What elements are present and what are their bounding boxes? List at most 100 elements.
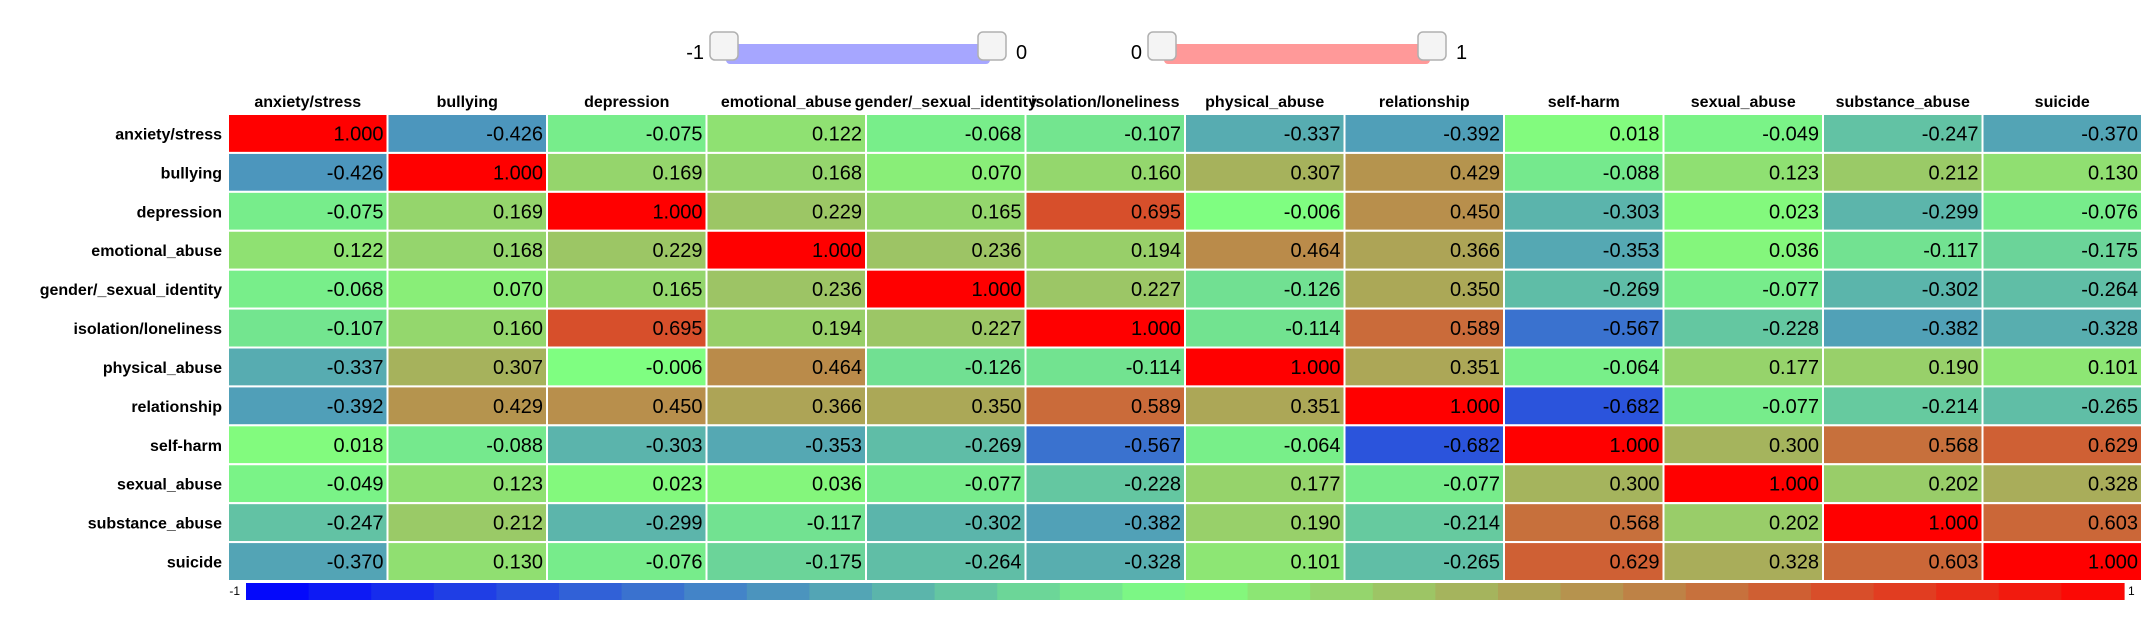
heatmap-cell[interactable] — [1503, 346, 1665, 388]
heatmap-cell[interactable] — [1184, 502, 1346, 544]
negative-range-slider-track[interactable] — [726, 44, 990, 64]
heatmap-cell[interactable] — [1662, 541, 1824, 582]
heatmap-cell[interactable] — [1184, 268, 1346, 310]
heatmap-cell[interactable] — [386, 113, 548, 154]
heatmap-cell[interactable] — [1822, 229, 1984, 271]
heatmap-cell[interactable] — [386, 151, 548, 193]
heatmap-cell[interactable] — [1024, 502, 1186, 544]
heatmap-cell[interactable] — [1024, 113, 1186, 154]
heatmap-cell[interactable] — [1822, 385, 1984, 427]
heatmap-cell[interactable] — [705, 307, 867, 349]
heatmap-cell[interactable] — [1184, 151, 1346, 193]
heatmap-cell[interactable] — [1981, 190, 2143, 232]
heatmap-cell[interactable] — [705, 346, 867, 388]
heatmap-cell[interactable] — [386, 502, 548, 544]
positive-range-slider-max-label: 1 — [1456, 42, 1467, 64]
heatmap-cell[interactable] — [227, 307, 389, 349]
heatmap-cell[interactable] — [865, 190, 1027, 232]
heatmap-cell[interactable] — [1822, 502, 1984, 544]
heatmap-cell[interactable] — [1981, 463, 2143, 505]
heatmap-cell[interactable] — [1822, 151, 1984, 193]
heatmap-cell[interactable] — [1503, 229, 1665, 271]
heatmap-cell[interactable] — [865, 541, 1027, 582]
heatmap-cell[interactable] — [1343, 151, 1505, 193]
positive-range-slider-min-handle[interactable] — [1147, 31, 1177, 61]
heatmap-cell[interactable] — [1024, 541, 1186, 582]
positive-range-slider-track[interactable] — [1164, 44, 1430, 64]
heatmap-cell[interactable] — [386, 424, 548, 466]
positive-range-slider-max-handle[interactable] — [1417, 31, 1447, 61]
heatmap-cell[interactable] — [546, 424, 708, 466]
heatmap-cell[interactable] — [1184, 385, 1346, 427]
heatmap-cell[interactable] — [1981, 385, 2143, 427]
heatmap-cell[interactable] — [1981, 151, 2143, 193]
heatmap-cell[interactable] — [865, 346, 1027, 388]
heatmap-cell[interactable] — [1024, 268, 1186, 310]
heatmap-cell[interactable] — [1024, 424, 1186, 466]
heatmap-cell[interactable] — [1981, 541, 2143, 582]
heatmap-cell[interactable] — [1343, 268, 1505, 310]
heatmap-cell[interactable] — [1981, 502, 2143, 544]
heatmap-cell[interactable] — [1024, 229, 1186, 271]
heatmap-cell[interactable] — [227, 113, 389, 154]
heatmap-cell[interactable] — [1184, 463, 1346, 505]
heatmap-cell[interactable] — [1822, 268, 1984, 310]
cell-value-label: -0.299 — [1922, 201, 1979, 223]
heatmap-cell[interactable] — [1662, 151, 1824, 193]
y-tick-label: suicide — [167, 555, 222, 572]
heatmap-cell[interactable] — [1981, 424, 2143, 466]
heatmap-cell[interactable] — [1981, 307, 2143, 349]
heatmap-cell[interactable] — [227, 424, 389, 466]
cell-value-label: -0.247 — [327, 513, 384, 535]
heatmap-cell[interactable] — [1503, 307, 1665, 349]
cell-value-label: -0.077 — [1762, 396, 1819, 418]
heatmap-cell[interactable] — [386, 541, 548, 582]
heatmap-cell[interactable] — [1184, 346, 1346, 388]
heatmap-cell[interactable] — [227, 385, 389, 427]
heatmap-cell[interactable] — [1184, 541, 1346, 582]
heatmap-cell[interactable] — [1343, 463, 1505, 505]
cell-value-label: 0.169 — [493, 201, 543, 223]
heatmap-cell[interactable] — [1662, 229, 1824, 271]
heatmap-cell[interactable] — [1184, 190, 1346, 232]
heatmap-cell[interactable] — [386, 463, 548, 505]
heatmap-cell[interactable] — [1662, 113, 1824, 154]
heatmap-cell[interactable] — [546, 346, 708, 388]
heatmap-cell[interactable] — [1024, 307, 1186, 349]
heatmap-cell[interactable] — [1503, 151, 1665, 193]
heatmap-cell[interactable] — [546, 502, 708, 544]
heatmap-cell[interactable] — [1981, 229, 2143, 271]
heatmap-cell[interactable] — [1343, 424, 1505, 466]
heatmap-cell[interactable] — [227, 346, 389, 388]
cell-value-label: 0.450 — [652, 396, 702, 418]
negative-range-slider-max-handle[interactable] — [977, 31, 1007, 61]
heatmap-cell[interactable] — [546, 268, 708, 310]
heatmap-cell[interactable] — [1343, 113, 1505, 154]
heatmap-cell[interactable] — [1024, 346, 1186, 388]
heatmap-cell[interactable] — [1184, 307, 1346, 349]
heatmap-cell[interactable] — [1822, 541, 1984, 582]
heatmap-cell[interactable] — [1662, 346, 1824, 388]
heatmap-cell[interactable] — [227, 229, 389, 271]
heatmap-cell[interactable] — [1343, 502, 1505, 544]
heatmap-cell[interactable] — [1503, 424, 1665, 466]
heatmap-cell[interactable] — [386, 268, 548, 310]
colorbar-segment — [1748, 583, 1812, 600]
heatmap-cell[interactable] — [227, 502, 389, 544]
heatmap-cell[interactable] — [546, 190, 708, 232]
heatmap-cell[interactable] — [1343, 307, 1505, 349]
heatmap-cell[interactable] — [705, 385, 867, 427]
negative-range-slider-min-handle[interactable] — [709, 31, 739, 61]
heatmap-cell[interactable] — [386, 346, 548, 388]
heatmap-cell[interactable] — [1981, 113, 2143, 154]
heatmap-cell[interactable] — [1503, 502, 1665, 544]
heatmap-cell[interactable] — [865, 268, 1027, 310]
heatmap-cell[interactable] — [1981, 346, 2143, 388]
heatmap-cell[interactable] — [705, 151, 867, 193]
heatmap-cell[interactable] — [865, 151, 1027, 193]
heatmap-cell[interactable] — [865, 385, 1027, 427]
heatmap-cell[interactable] — [705, 463, 867, 505]
heatmap-cell[interactable] — [1184, 424, 1346, 466]
heatmap-cell[interactable] — [227, 268, 389, 310]
heatmap-cell[interactable] — [546, 385, 708, 427]
